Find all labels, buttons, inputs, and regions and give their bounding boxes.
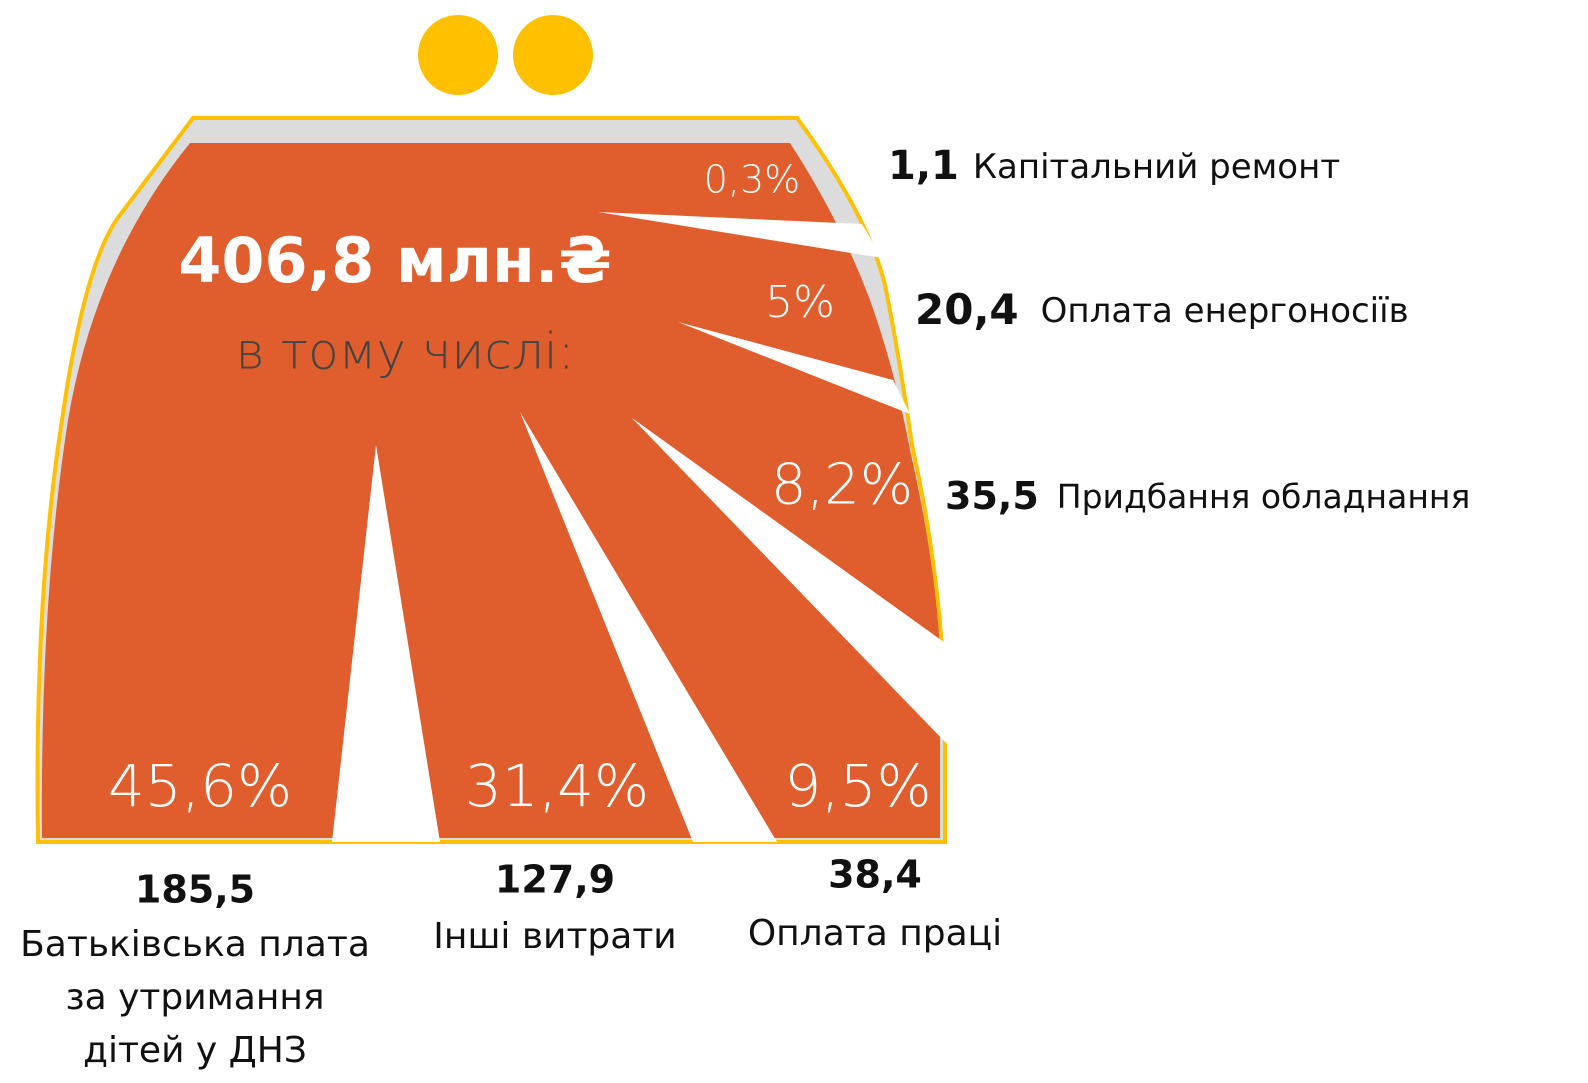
wedge (598, 212, 882, 258)
percent: 9,5% (784, 752, 931, 820)
item-row: 35,5 Придбання обладнання (945, 474, 1470, 518)
label: Капітальний ремонт (973, 147, 1340, 187)
percent: 8,2% (771, 452, 913, 517)
total: 406,8 млн.₴ (178, 224, 611, 297)
wedge (632, 418, 948, 745)
amount: 1,1 (888, 143, 959, 189)
wedge (678, 322, 910, 414)
percent: 45,6% (108, 752, 292, 820)
amount: 20,4 (915, 285, 1019, 334)
label: дітей у ДНЗ (83, 1030, 307, 1071)
label: Придбання обладнання (1057, 477, 1471, 516)
label: Батьківська плата (20, 924, 370, 965)
label: Інші витрати (433, 916, 676, 957)
item-row: 20,4 Оплата енергоносіїв (915, 285, 1409, 334)
percent: 31,4% (465, 752, 649, 820)
amount: 185,5 (135, 868, 255, 912)
coin (513, 15, 593, 95)
wedges (332, 212, 948, 842)
subtitle: в тому числі: (235, 323, 574, 381)
amount: 38,4 (828, 853, 922, 897)
percent: 0,3% (704, 158, 801, 202)
percent: 5% (765, 277, 835, 328)
label: Оплата енергоносіїв (1041, 291, 1409, 331)
wedge (520, 412, 777, 842)
amount: 127,9 (495, 858, 615, 902)
purse-body (41, 143, 941, 838)
item-row: 1,1 Капітальний ремонт (888, 143, 1340, 189)
amount: 35,5 (945, 474, 1039, 518)
label: за утримання (65, 977, 324, 1018)
wedge (332, 445, 440, 842)
coin (418, 15, 498, 95)
label: Оплата праці (748, 913, 1002, 954)
